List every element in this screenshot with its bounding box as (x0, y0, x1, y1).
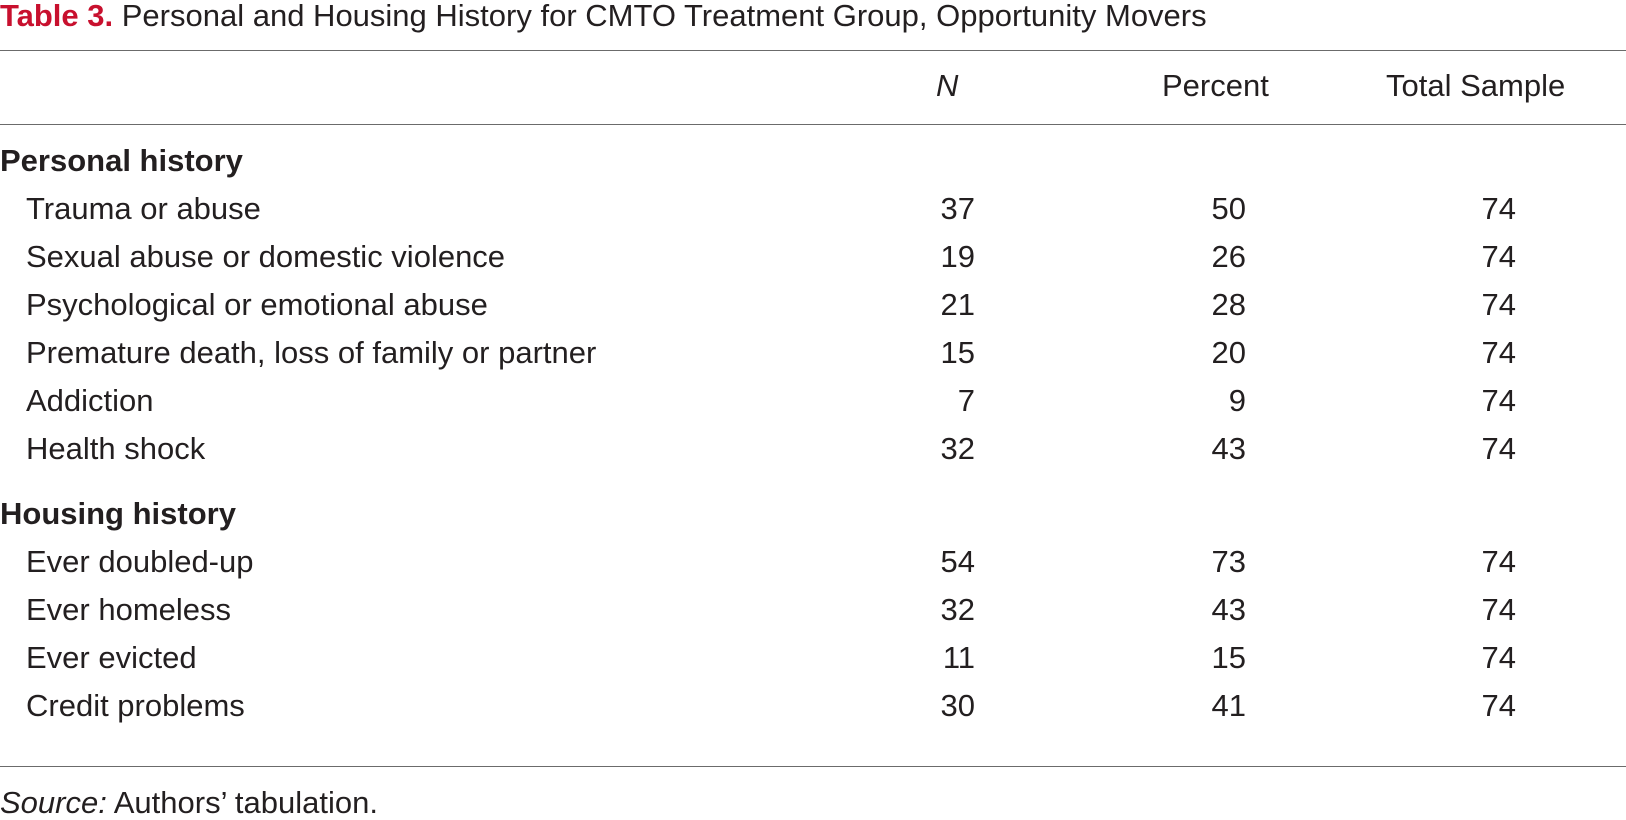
header-rule (0, 124, 1626, 125)
source-label: Source: (0, 785, 107, 820)
table-title: Personal and Housing History for CMTO Tr… (113, 0, 1207, 33)
table-row: Premature death, loss of family or partn… (0, 328, 1626, 378)
cell-total: 74 (1481, 544, 1516, 579)
cell-total: 74 (1481, 191, 1516, 226)
cell-percent: 9 (1228, 383, 1246, 418)
section-title: Personal history (0, 143, 243, 178)
cell-n: 30 (940, 688, 975, 723)
cell-n: 54 (940, 544, 975, 579)
cell-n: 21 (940, 287, 975, 322)
cell-percent: 41 (1211, 688, 1246, 723)
table-row: Credit problems 30 41 74 (0, 681, 1626, 731)
top-rule (0, 50, 1626, 51)
table-row: Ever evicted 11 15 74 (0, 633, 1626, 683)
table-row: Sexual abuse or domestic violence 19 26 … (0, 232, 1626, 282)
cell-percent: 50 (1211, 191, 1246, 226)
cell-n: 15 (940, 335, 975, 370)
cell-percent: 43 (1211, 431, 1246, 466)
cell-n: 32 (940, 592, 975, 627)
table-row: Health shock 32 43 74 (0, 424, 1626, 474)
cell-total: 74 (1481, 383, 1516, 418)
cell-n: 11 (942, 640, 975, 675)
cell-n: 19 (940, 239, 975, 274)
cell-percent: 15 (1211, 640, 1246, 675)
row-label: Credit problems (26, 688, 245, 723)
table-row: Ever homeless 32 43 74 (0, 585, 1626, 635)
cell-total: 74 (1481, 431, 1516, 466)
cell-total: 74 (1481, 335, 1516, 370)
cell-total: 74 (1481, 592, 1516, 627)
row-label: Premature death, loss of family or partn… (26, 335, 597, 370)
cell-total: 74 (1481, 688, 1516, 723)
section-title: Housing history (0, 496, 236, 531)
cell-percent: 73 (1211, 544, 1246, 579)
column-header-total-sample: Total Sample (1386, 68, 1566, 103)
table-row: Psychological or emotional abuse 21 28 7… (0, 280, 1626, 330)
row-label: Addiction (26, 383, 154, 418)
cell-percent: 26 (1211, 239, 1246, 274)
section-header-personal-history: Personal history (0, 136, 1626, 186)
row-label: Sexual abuse or domestic violence (26, 239, 506, 274)
cell-percent: 20 (1211, 335, 1246, 370)
bottom-rule (0, 766, 1626, 767)
table-row: Addiction 7 9 74 (0, 376, 1626, 426)
column-header-n: N (936, 68, 959, 103)
cell-total: 74 (1481, 640, 1516, 675)
source-note: Source: Authors’ tabulation. (0, 786, 378, 819)
table-caption: Table 3. Personal and Housing History fo… (0, 0, 1207, 36)
section-header-housing-history: Housing history (0, 489, 1626, 539)
cell-percent: 28 (1211, 287, 1246, 322)
row-label: Ever doubled-up (26, 544, 254, 579)
row-label: Psychological or emotional abuse (26, 287, 488, 322)
table-number: Table 3. (0, 0, 114, 33)
cell-percent: 43 (1211, 592, 1246, 627)
column-header-percent: Percent (1162, 68, 1269, 103)
row-label: Ever evicted (26, 640, 197, 675)
table-row: Trauma or abuse 37 50 74 (0, 184, 1626, 234)
source-text: Authors’ tabulation. (106, 785, 378, 820)
cell-total: 74 (1481, 287, 1516, 322)
cell-total: 74 (1481, 239, 1516, 274)
cell-n: 37 (940, 191, 975, 226)
cell-n: 32 (940, 431, 975, 466)
row-label: Trauma or abuse (26, 191, 261, 226)
row-label: Health shock (26, 431, 206, 466)
cell-n: 7 (957, 383, 975, 418)
row-label: Ever homeless (26, 592, 232, 627)
table-row: Ever doubled-up 54 73 74 (0, 537, 1626, 587)
